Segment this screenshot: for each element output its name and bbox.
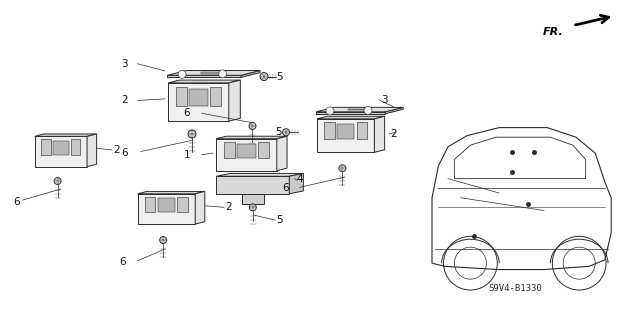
Polygon shape [317, 116, 385, 119]
Polygon shape [138, 191, 205, 194]
Polygon shape [385, 107, 403, 114]
Text: 5: 5 [275, 127, 282, 137]
Polygon shape [317, 119, 374, 152]
Polygon shape [337, 124, 355, 139]
Text: 3: 3 [122, 59, 128, 69]
Text: 2: 2 [122, 95, 128, 106]
Circle shape [326, 107, 334, 115]
Text: 1: 1 [184, 150, 190, 160]
Polygon shape [316, 112, 385, 114]
Text: FR.: FR. [543, 27, 563, 37]
Circle shape [260, 72, 268, 81]
Text: 3: 3 [381, 95, 387, 105]
Text: 2: 2 [390, 129, 397, 139]
Polygon shape [237, 144, 255, 158]
Polygon shape [168, 70, 260, 75]
Polygon shape [35, 137, 87, 167]
Polygon shape [189, 89, 207, 106]
Circle shape [364, 107, 372, 115]
Circle shape [339, 165, 346, 172]
Polygon shape [216, 136, 287, 139]
Text: 5: 5 [276, 71, 283, 82]
Polygon shape [177, 197, 188, 212]
Polygon shape [201, 72, 219, 74]
Polygon shape [168, 83, 229, 121]
Polygon shape [145, 197, 156, 212]
Polygon shape [289, 174, 303, 194]
Polygon shape [42, 139, 51, 154]
Circle shape [219, 70, 227, 78]
Polygon shape [157, 198, 175, 212]
Text: 6: 6 [283, 183, 289, 193]
Polygon shape [242, 194, 264, 204]
Polygon shape [374, 116, 385, 152]
Circle shape [54, 178, 61, 184]
Polygon shape [71, 139, 80, 154]
Polygon shape [316, 107, 403, 112]
Polygon shape [195, 191, 205, 224]
Circle shape [160, 237, 166, 243]
Polygon shape [224, 142, 235, 158]
Text: 5: 5 [276, 215, 283, 225]
Polygon shape [348, 109, 364, 110]
Text: 2: 2 [113, 145, 120, 155]
Polygon shape [210, 87, 221, 106]
Polygon shape [258, 142, 269, 158]
Polygon shape [216, 139, 277, 171]
Circle shape [250, 204, 256, 211]
Text: S9V4-B1330: S9V4-B1330 [488, 284, 542, 293]
Text: 4: 4 [296, 174, 303, 184]
Text: 6: 6 [122, 148, 128, 158]
Polygon shape [277, 136, 287, 171]
Circle shape [188, 130, 196, 138]
Circle shape [249, 122, 256, 130]
Polygon shape [216, 176, 289, 194]
Polygon shape [324, 122, 335, 139]
Polygon shape [168, 75, 241, 78]
Polygon shape [35, 134, 97, 137]
Polygon shape [356, 122, 367, 139]
Polygon shape [241, 70, 260, 78]
Circle shape [178, 70, 186, 78]
Polygon shape [53, 141, 68, 154]
Polygon shape [138, 194, 195, 224]
Text: 6: 6 [184, 108, 190, 118]
Circle shape [283, 129, 289, 136]
Polygon shape [168, 80, 241, 83]
Polygon shape [87, 134, 97, 167]
Text: 2: 2 [225, 202, 232, 212]
Polygon shape [216, 174, 303, 176]
Polygon shape [229, 80, 241, 121]
Text: 6: 6 [120, 257, 126, 267]
Text: 6: 6 [13, 197, 19, 207]
Polygon shape [176, 87, 187, 106]
